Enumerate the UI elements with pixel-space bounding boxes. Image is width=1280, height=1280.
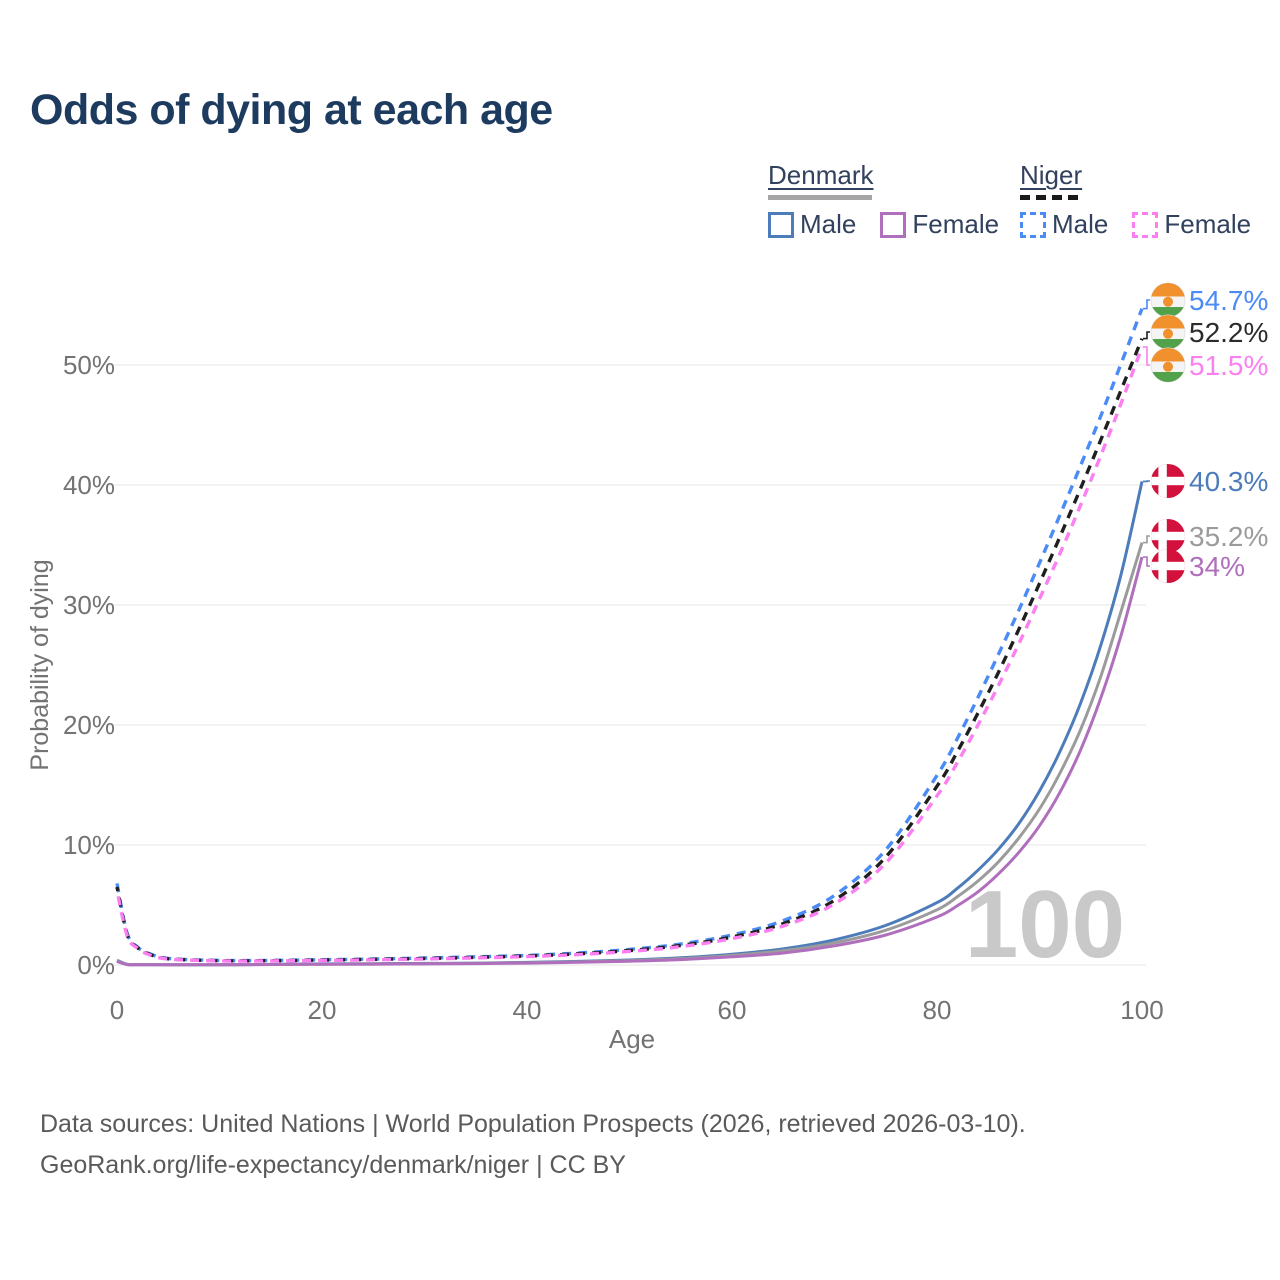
x-tick-label: 40: [513, 995, 542, 1025]
series-lines: [115, 307, 1144, 967]
legend-label: Female: [912, 209, 1000, 239]
niger-line-style-sample: [1020, 195, 1082, 200]
y-axis-title: Probability of dying: [26, 559, 54, 770]
y-tick-label: 50%: [63, 350, 115, 380]
denmark-male-swatch[interactable]: [768, 211, 794, 238]
x-tick-label: 20: [308, 995, 337, 1025]
y-tick-label: 20%: [63, 710, 115, 740]
niger-flag-icon: [1150, 314, 1186, 350]
end-value-label-denmark-male: 40.3%: [1189, 466, 1268, 497]
denmark-flag-icon: [1151, 549, 1185, 583]
page-title: Odds of dying at each age: [30, 86, 553, 134]
legend-item-denmark-female[interactable]: Female: [880, 209, 999, 240]
niger-flag-icon: [1150, 282, 1186, 318]
label-connector: [1143, 556, 1150, 567]
line-niger-male[interactable]: [115, 307, 1144, 963]
legend-group-denmark: Denmark Male Female: [768, 160, 1023, 240]
label-connector: [1143, 346, 1150, 366]
end-value-label-niger-both: 52.2%: [1189, 317, 1268, 348]
x-tick-label: 80: [923, 995, 952, 1025]
end-value-label-denmark-female: 34%: [1189, 551, 1245, 582]
y-tick-label: 30%: [63, 590, 115, 620]
end-value-label-niger-male: 54.7%: [1189, 285, 1268, 316]
legend-label: Male: [800, 209, 857, 239]
x-tick-label: 60: [718, 995, 747, 1025]
footer-line-1: Data sources: United Nations | World Pop…: [40, 1110, 1026, 1138]
denmark-flag-icon: [1151, 464, 1185, 498]
end-value-label-niger-female: 51.5%: [1189, 350, 1268, 381]
line-denmark-female[interactable]: [116, 556, 1144, 967]
legend-item-niger-male[interactable]: Male: [1020, 209, 1108, 240]
denmark-flag-icon: [1151, 519, 1185, 553]
x-tick-label: 0: [110, 995, 124, 1025]
x-tick-label: 100: [1120, 995, 1163, 1025]
data-sources-footer: Data sources: United Nations | World Pop…: [40, 1104, 1026, 1186]
legend-item-niger-female[interactable]: Female: [1132, 209, 1251, 240]
legend-label: Male: [1052, 209, 1109, 239]
legend-label: Female: [1164, 209, 1252, 239]
line-niger-female[interactable]: [115, 346, 1144, 963]
denmark-line-style-sample: [768, 195, 872, 200]
legend-group-niger: Niger Male Female: [1020, 160, 1275, 240]
niger-male-swatch[interactable]: [1020, 211, 1046, 238]
label-connector: [1143, 535, 1150, 544]
footer-line-2: GeoRank.org/life-expectancy/denmark/nige…: [40, 1151, 626, 1179]
y-tick-label: 0%: [77, 950, 115, 980]
y-tick-label: 10%: [63, 830, 115, 860]
legend-country-denmark[interactable]: Denmark: [768, 160, 874, 190]
legend-country-niger[interactable]: Niger: [1020, 160, 1083, 190]
denmark-female-swatch[interactable]: [880, 211, 907, 238]
y-tick-label: 40%: [63, 470, 115, 500]
label-connector: [1143, 331, 1150, 340]
x-axis-title: Age: [609, 1024, 655, 1054]
niger-flag-icon: [1150, 347, 1186, 383]
end-value-annotations: 40.3% 35.2%34% 54.7%52.2%51.5%: [1143, 282, 1268, 583]
label-connector: [1143, 299, 1150, 310]
niger-female-swatch[interactable]: [1132, 211, 1159, 238]
end-value-label-denmark-both: 35.2%: [1189, 521, 1268, 552]
age-watermark: 100: [965, 871, 1125, 978]
line-niger-both[interactable]: [115, 337, 1144, 963]
legend-item-denmark-male[interactable]: Male: [768, 209, 856, 240]
